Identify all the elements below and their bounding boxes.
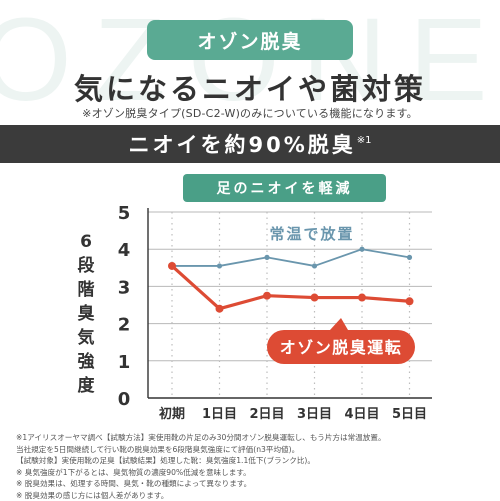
y-tick-label: 3: [118, 277, 131, 298]
data-point: [407, 255, 412, 260]
x-tick-label: 2日目: [249, 407, 284, 422]
y-tick-label: 1: [118, 352, 131, 373]
x-tick-label: 初期: [159, 406, 185, 422]
y-tick-label: 0: [118, 389, 131, 410]
series-line: [172, 249, 410, 266]
data-point: [217, 263, 222, 268]
y-tick-label: 4: [118, 240, 131, 261]
series-line: [172, 266, 410, 309]
footnote-line: ※ 脱臭効果は、処理する時間、臭気・靴の種類によって異なります。: [16, 478, 496, 490]
footnotes: ※1アイリスオーヤマ調べ【試験方法】実使用靴の片足のみ30分間オゾン脱臭運転し、…: [16, 432, 496, 501]
data-point: [168, 262, 176, 270]
data-point: [359, 247, 364, 252]
footnote-line: ※1アイリスオーヤマ調べ【試験方法】実使用靴の片足のみ30分間オゾン脱臭運転し、…: [16, 432, 496, 444]
data-point: [358, 294, 366, 302]
data-point: [312, 263, 317, 268]
x-tick-label: 3日目: [297, 407, 332, 422]
data-point: [406, 297, 414, 305]
footnote-line: 【試験対象】実使用靴の足臭【試験結果】処理した靴：臭気強度1.1低下(ブランク比…: [16, 455, 496, 467]
x-tick-label: 4日目: [344, 407, 379, 422]
footnote-line: ※ 脱臭効果の感じ方には個人差があります。: [16, 490, 496, 501]
series-label-ozone: オゾン脱臭運転: [280, 338, 403, 357]
footnote-line: 当社規定を5日間継続して行い靴の脱臭効果を6段階臭気強度にて評価(n3平均値)。: [16, 444, 496, 456]
y-tick-label: 2: [118, 315, 131, 336]
series-label-normal: 常温で放置: [269, 225, 354, 243]
footnote-line: ※ 臭気強度が1下がるとは、臭気物質の濃度90%低減を意味します。: [16, 467, 496, 479]
x-tick-label: 1日目: [202, 407, 237, 422]
data-point: [311, 294, 319, 302]
x-tick-label: 5日目: [392, 407, 427, 422]
data-point: [264, 255, 269, 260]
data-point: [216, 305, 224, 313]
y-tick-label: 5: [118, 203, 131, 224]
data-point: [263, 292, 271, 300]
